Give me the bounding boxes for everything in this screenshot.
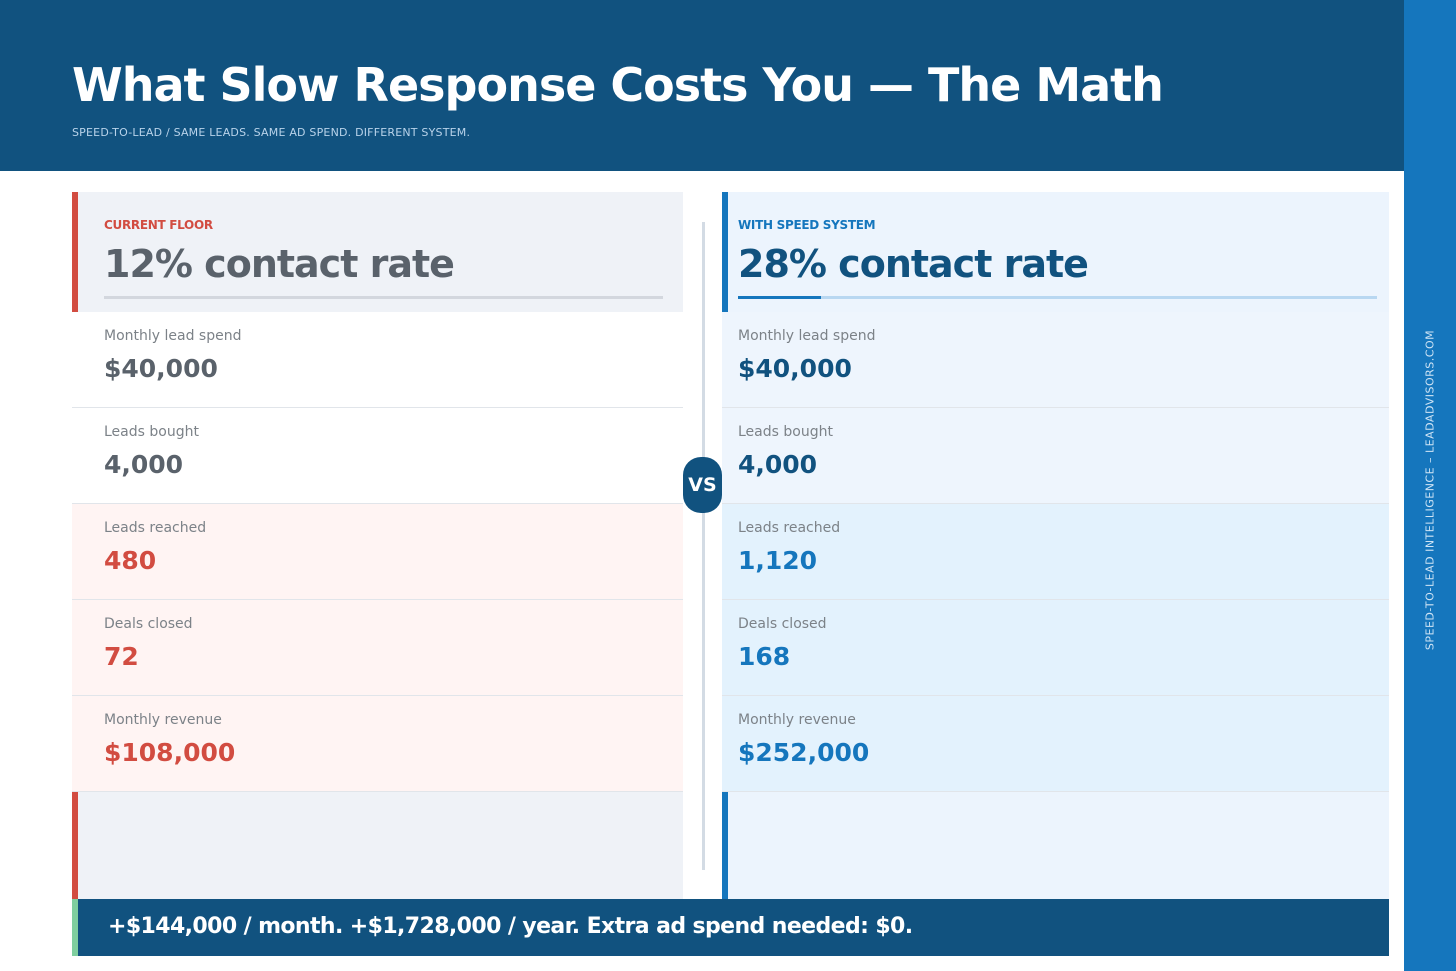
metric-label: Leads reached [738,520,841,536]
page-subtitle: SPEED-TO-LEAD / SAME LEADS. SAME AD SPEN… [72,126,471,139]
metric-row: Monthly lead spend $40,000 [722,312,1389,408]
metric-label: Leads bought [738,424,833,440]
metric-row: Deals closed 72 [72,600,683,696]
card-kicker: CURRENT FLOOR [104,218,213,232]
card-header: CURRENT FLOOR 12% contact rate [72,192,683,312]
metric-value: 168 [738,642,791,671]
metric-label: Monthly revenue [104,712,222,728]
metric-row: Leads reached 480 [72,504,683,600]
metric-value: 480 [104,546,157,575]
side-band [1404,0,1456,971]
metric-label: Monthly revenue [738,712,856,728]
card-kicker: WITH SPEED SYSTEM [738,218,876,232]
metric-label: Monthly lead spend [104,328,242,344]
metric-row: Monthly revenue $252,000 [722,696,1389,792]
summary-text: +$144,000 / month. +$1,728,000 / year. E… [108,914,913,939]
current-floor-card: CURRENT FLOOR 12% contact rate Monthly l… [72,192,683,899]
page-title: What Slow Response Costs You — The Math [72,58,1164,112]
rate-track [738,296,1377,299]
header: What Slow Response Costs You — The Math … [0,0,1404,171]
metric-row: Leads bought 4,000 [72,408,683,504]
metric-value: $40,000 [104,354,218,383]
card-header: WITH SPEED SYSTEM 28% contact rate [722,192,1389,312]
metric-value: 4,000 [738,450,818,479]
metric-value: $252,000 [738,738,870,767]
summary-banner: +$144,000 / month. +$1,728,000 / year. E… [72,899,1389,956]
side-text: SPEED-TO-LEAD INTELLIGENCE – LEADADVISOR… [1423,329,1437,651]
vs-badge: VS [683,457,722,513]
metric-row: Deals closed 168 [722,600,1389,696]
metric-label: Leads bought [104,424,199,440]
metric-label: Leads reached [104,520,207,536]
metric-value: $40,000 [738,354,852,383]
metric-label: Deals closed [104,616,193,632]
metric-label: Deals closed [738,616,827,632]
metric-value: 4,000 [104,450,184,479]
rate-track [104,296,663,299]
divider [702,222,705,870]
metric-row: Leads bought 4,000 [722,408,1389,504]
metric-row: Monthly revenue $108,000 [72,696,683,792]
card-footer [72,792,683,899]
metric-value: $108,000 [104,738,236,767]
metric-row: Monthly lead spend $40,000 [72,312,683,408]
metric-row: Leads reached 1,120 [722,504,1389,600]
card-footer [722,792,1389,899]
speed-system-card: WITH SPEED SYSTEM 28% contact rate Month… [722,192,1389,899]
metric-value: 72 [104,642,139,671]
contact-rate: 28% contact rate [738,242,1089,286]
rate-fill [738,296,822,299]
contact-rate: 12% contact rate [104,242,455,286]
metric-value: 1,120 [738,546,818,575]
metric-label: Monthly lead spend [738,328,876,344]
